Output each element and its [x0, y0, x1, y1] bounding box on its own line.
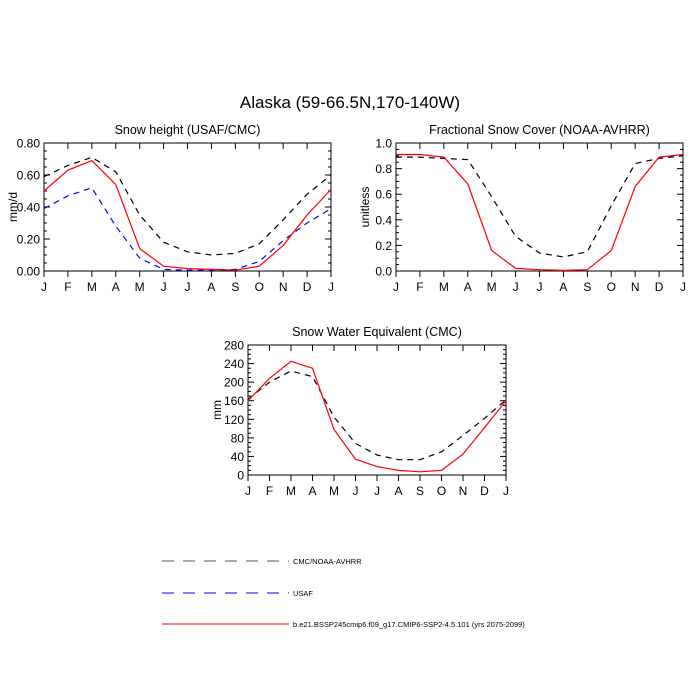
series-line-1: [43, 156, 332, 256]
y-tick-label: 280: [224, 339, 244, 353]
x-tick-label: M: [87, 280, 97, 294]
x-tick-label: D: [303, 280, 312, 294]
y-tick-label: 0.00: [17, 265, 41, 279]
x-tick-label: A: [308, 484, 316, 498]
x-tick-label: J: [185, 280, 191, 294]
x-tick-label: A: [394, 484, 402, 498]
series-line-1: [396, 155, 684, 258]
panel-title: Snow height (USAF/CMC): [115, 123, 261, 137]
x-tick-label: J: [503, 484, 509, 498]
x-tick-label: D: [480, 484, 489, 498]
y-tick-label: 240: [224, 357, 244, 371]
series-line-2: [396, 153, 684, 272]
y-tick-label: 160: [224, 394, 244, 408]
legend-label-3: b.e21.BSSP245cmip6.f09_g17.CMIP6-SSP2-4.…: [293, 620, 525, 629]
x-tick-label: J: [537, 280, 543, 294]
y-tick-label: 0.6: [375, 188, 392, 202]
chart-panel-3: Snow Water Equivalent (CMC) mm 0 40 80 120 160…: [210, 325, 509, 498]
x-tick-label: J: [161, 280, 167, 294]
x-tick-label: N: [459, 484, 468, 498]
x-tick-label: J: [513, 280, 519, 294]
y-tick-label: 1.0: [375, 137, 392, 151]
series-line-2: [247, 360, 507, 473]
series-line-3: [43, 159, 332, 271]
legend: CMC/NOAA-AVHRR USAF b.e21.BSSP245cmip6.f09…: [162, 557, 525, 629]
y-tick-label: 0.80: [17, 137, 41, 151]
figure-title: Alaska (59-66.5N,170-140W): [240, 93, 460, 112]
x-tick-label: M: [487, 280, 497, 294]
x-tick-label: J: [393, 280, 399, 294]
y-axis-label: mm: [210, 400, 224, 420]
panel-title: Fractional Snow Cover (NOAA-AVHRR): [429, 123, 650, 137]
y-axis-label: mm/d: [6, 192, 20, 222]
x-tick-label: S: [583, 280, 591, 294]
legend-label-2: USAF: [293, 589, 313, 598]
x-tick-label: F: [266, 484, 273, 498]
x-tick-label: F: [416, 280, 423, 294]
chart-panel-2: Fractional Snow Cover (NOAA-AVHRR) unitle…: [358, 123, 686, 294]
y-tick-label: 80: [231, 431, 245, 445]
x-tick-label: A: [207, 280, 215, 294]
x-tick-label: J: [680, 280, 686, 294]
y-tick-label: 0.8: [375, 162, 392, 176]
x-tick-label: D: [655, 280, 664, 294]
y-tick-label: 0.4: [375, 213, 392, 227]
x-tick-label: N: [279, 280, 288, 294]
x-tick-label: J: [374, 484, 380, 498]
x-tick-label: A: [112, 280, 120, 294]
x-tick-label: M: [329, 484, 339, 498]
y-tick-label: 0.20: [17, 233, 41, 247]
y-tick-label: 0.0: [375, 265, 392, 279]
y-tick-label: 120: [224, 413, 244, 427]
x-tick-label: S: [231, 280, 239, 294]
x-tick-label: J: [245, 484, 251, 498]
x-tick-label: O: [607, 280, 616, 294]
chart-panel-1: Snow height (USAF/CMC) mm/d 0.00 0.20 0.40 0.…: [6, 123, 334, 294]
series-line-1: [247, 370, 507, 461]
panel-title: Snow Water Equivalent (CMC): [292, 325, 462, 339]
x-tick-label: A: [464, 280, 472, 294]
y-tick-label: 40: [231, 450, 245, 464]
x-tick-label: J: [353, 484, 359, 498]
x-tick-label: J: [41, 280, 47, 294]
y-tick-label: 0.40: [17, 201, 41, 215]
y-tick-label: 200: [224, 376, 244, 390]
x-tick-label: O: [255, 280, 264, 294]
y-tick-label: 0: [237, 469, 244, 483]
x-tick-label: O: [437, 484, 446, 498]
x-tick-label: S: [416, 484, 424, 498]
x-tick-label: M: [286, 484, 296, 498]
x-tick-label: M: [135, 280, 145, 294]
x-tick-label: N: [631, 280, 640, 294]
series-line-2: [43, 187, 332, 271]
y-tick-label: 0.2: [375, 239, 392, 253]
x-tick-label: M: [439, 280, 449, 294]
y-axis-label: unitless: [358, 187, 372, 228]
x-tick-label: J: [328, 280, 334, 294]
x-tick-label: F: [64, 280, 71, 294]
legend-label-1: CMC/NOAA-AVHRR: [293, 557, 362, 566]
x-tick-label: A: [559, 280, 567, 294]
y-tick-label: 0.60: [17, 169, 41, 183]
